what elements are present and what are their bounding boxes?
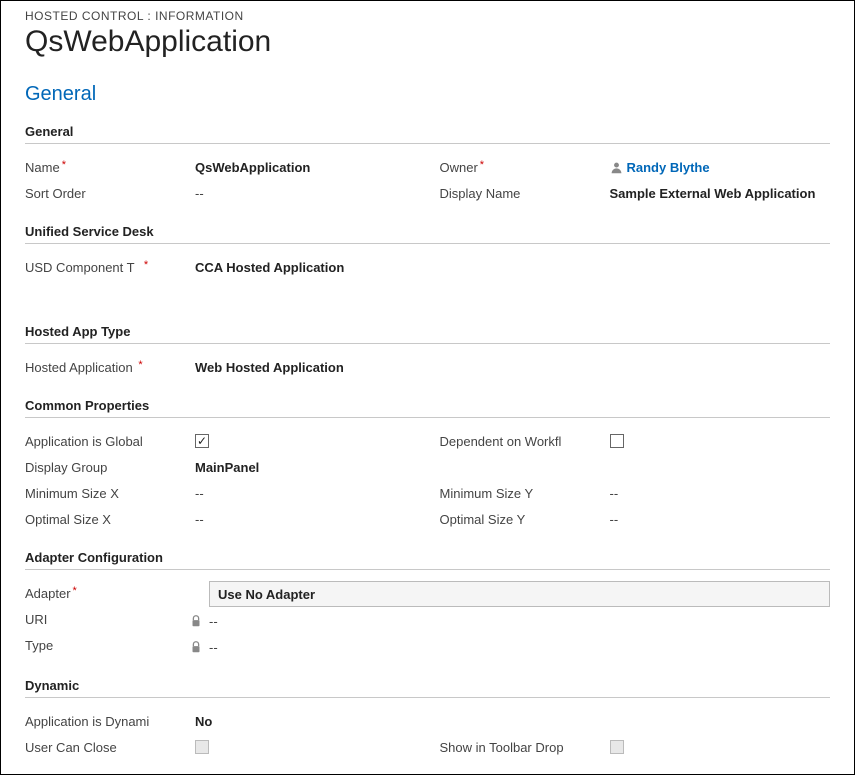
opt-y-label: Optimal Size Y	[440, 512, 580, 527]
section-usd-title: Unified Service Desk	[25, 224, 830, 244]
min-x-value[interactable]: --	[195, 486, 204, 501]
app-global-label: Application is Global	[25, 434, 165, 449]
adapter-select[interactable]: Use No Adapter	[209, 581, 830, 607]
sort-order-value[interactable]: --	[195, 186, 204, 201]
show-toolbar-checkbox	[610, 740, 624, 754]
app-global-checkbox[interactable]: ✓	[195, 434, 209, 448]
app-dynamic-value[interactable]: No	[195, 714, 212, 729]
section-common-title: Common Properties	[25, 398, 830, 418]
app-dynamic-label: Application is Dynami	[25, 714, 165, 729]
hosted-app-label: Hosted Application *	[25, 360, 165, 375]
person-icon	[610, 161, 623, 174]
user-close-checkbox	[195, 740, 209, 754]
min-y-value[interactable]: --	[610, 486, 619, 501]
owner-value: Randy Blythe	[627, 160, 710, 175]
uri-label: URI	[25, 612, 165, 627]
min-y-label: Minimum Size Y	[440, 486, 580, 501]
section-hosted-title: Hosted App Type	[25, 324, 830, 344]
hosted-app-value[interactable]: Web Hosted Application	[195, 360, 344, 375]
opt-y-value[interactable]: --	[610, 512, 619, 527]
dep-workflow-label: Dependent on Workfl	[440, 434, 580, 449]
name-label: Name*	[25, 160, 165, 175]
opt-x-label: Optimal Size X	[25, 512, 165, 527]
lock-icon	[189, 640, 203, 654]
sort-order-label: Sort Order	[25, 186, 165, 201]
owner-link[interactable]: Randy Blythe	[610, 160, 710, 175]
name-value[interactable]: QsWebApplication	[195, 160, 310, 175]
display-group-value[interactable]: MainPanel	[195, 460, 259, 475]
usd-comp-label: USD Component T *	[25, 260, 165, 275]
display-name-value[interactable]: Sample External Web Application	[610, 186, 816, 201]
type-label: Type	[25, 638, 165, 653]
show-toolbar-label: Show in Toolbar Drop	[440, 740, 580, 755]
breadcrumb: HOSTED CONTROL : INFORMATION	[25, 9, 830, 23]
section-general-title: General	[25, 124, 830, 144]
display-group-label: Display Group	[25, 460, 165, 475]
min-x-label: Minimum Size X	[25, 486, 165, 501]
owner-label: Owner*	[440, 160, 580, 175]
adapter-label: Adapter*	[25, 586, 165, 601]
type-value: --	[209, 640, 218, 655]
tab-general[interactable]: General	[25, 83, 830, 106]
page-title: QsWebApplication	[25, 25, 830, 59]
opt-x-value[interactable]: --	[195, 512, 204, 527]
lock-icon	[189, 614, 203, 628]
section-dynamic-title: Dynamic	[25, 678, 830, 698]
user-close-label: User Can Close	[25, 740, 165, 755]
display-name-label: Display Name	[440, 186, 580, 201]
section-adapter-title: Adapter Configuration	[25, 550, 830, 570]
uri-value: --	[209, 614, 218, 629]
dep-workflow-checkbox[interactable]	[610, 434, 624, 448]
usd-comp-value[interactable]: CCA Hosted Application	[195, 260, 344, 275]
